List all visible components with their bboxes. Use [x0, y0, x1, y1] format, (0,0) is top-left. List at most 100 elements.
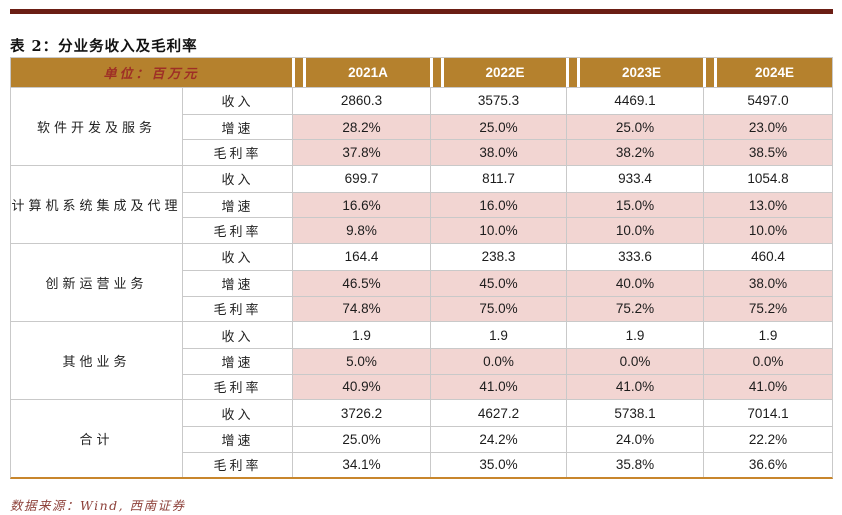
value-cell: 460.4 — [703, 244, 832, 270]
segment-revenue-table: 单位：百万元 2021A 2022E 2023E 2024E 软件开发及服务 收入 286… — [10, 57, 833, 480]
value-cell: 1.9 — [292, 322, 430, 348]
metric-row: 收入 2860.3 3575.3 4469.1 5497.0 — [183, 88, 832, 114]
metric-label-cell: 毛利率 — [183, 452, 292, 478]
value-cell: 35.8% — [566, 452, 703, 478]
value-cell: 75.0% — [430, 296, 566, 322]
value-cell: 25.0% — [292, 426, 430, 452]
value-cell: 10.0% — [430, 218, 566, 244]
value-cell: 1.9 — [703, 322, 832, 348]
value-cell: 28.2% — [292, 114, 430, 140]
business-name-cell: 计算机系统集成及代理 — [11, 166, 183, 244]
metric-row: 毛利率 9.8% 10.0% 10.0% 10.0% — [183, 217, 832, 244]
top-divider-rule — [10, 9, 833, 14]
value-cell: 16.0% — [430, 192, 566, 218]
table-body: 软件开发及服务 收入 2860.3 3575.3 4469.1 5497.0 增速 28.2%… — [11, 88, 832, 478]
business-group-row: 计算机系统集成及代理 收入 699.7 811.7 933.4 1054.8 增速 16.6%… — [11, 165, 832, 244]
header-cell-separator — [703, 58, 717, 87]
metric-row: 增速 5.0% 0.0% 0.0% 0.0% — [183, 347, 832, 374]
value-cell: 15.0% — [566, 192, 703, 218]
metric-label-cell: 增速 — [183, 348, 292, 374]
value-cell: 40.9% — [292, 374, 430, 400]
metric-label-cell: 收入 — [183, 166, 292, 192]
metric-row: 收入 3726.2 4627.2 5738.1 7014.1 — [183, 400, 832, 426]
year-header-2024E: 2024E — [754, 65, 795, 80]
value-cell: 22.2% — [703, 426, 832, 452]
value-cell: 3726.2 — [292, 400, 430, 426]
business-group-row: 软件开发及服务 收入 2860.3 3575.3 4469.1 5497.0 增速 28.2%… — [11, 88, 832, 166]
group-metric-rows: 收入 2860.3 3575.3 4469.1 5497.0 增速 28.2% 25.0% 25… — [183, 88, 832, 166]
metric-row: 增速 16.6% 16.0% 15.0% 13.0% — [183, 191, 832, 218]
business-group-row: 其他业务 收入 1.9 1.9 1.9 1.9 增速 5.0% 0.0% 0.0% 0.0% 毛利率 4… — [11, 321, 832, 400]
value-cell: 34.1% — [292, 452, 430, 478]
value-cell: 4469.1 — [566, 88, 703, 114]
value-cell: 164.4 — [292, 244, 430, 270]
value-cell: 35.0% — [430, 452, 566, 478]
year-header-2021A: 2021A — [348, 65, 388, 80]
value-cell: 333.6 — [566, 244, 703, 270]
value-cell: 41.0% — [566, 374, 703, 400]
group-metric-rows: 收入 699.7 811.7 933.4 1054.8 增速 16.6% 16.0% 15.0%… — [183, 166, 832, 244]
metric-label-cell: 收入 — [183, 244, 292, 270]
group-metric-rows: 收入 1.9 1.9 1.9 1.9 增速 5.0% 0.0% 0.0% 0.0% 毛利率 40.9%… — [183, 322, 832, 400]
metric-label-cell: 收入 — [183, 400, 292, 426]
value-cell: 5738.1 — [566, 400, 703, 426]
metric-row: 收入 1.9 1.9 1.9 1.9 — [183, 322, 832, 348]
unit-label: 单位：百万元 — [103, 67, 200, 82]
metric-row: 收入 164.4 238.3 333.6 460.4 — [183, 244, 832, 270]
value-cell: 38.0% — [430, 140, 566, 166]
business-name-cell: 软件开发及服务 — [11, 88, 183, 166]
metric-label-cell: 毛利率 — [183, 140, 292, 166]
metric-label-cell: 增速 — [183, 426, 292, 452]
value-cell: 41.0% — [703, 374, 832, 400]
value-cell: 38.5% — [703, 140, 832, 166]
table-header-row: 单位：百万元 2021A 2022E 2023E 2024E — [11, 58, 832, 88]
value-cell: 811.7 — [430, 166, 566, 192]
value-cell: 0.0% — [703, 348, 832, 374]
metric-row: 收入 699.7 811.7 933.4 1054.8 — [183, 166, 832, 192]
metric-label-cell: 毛利率 — [183, 296, 292, 322]
value-cell: 2860.3 — [292, 88, 430, 114]
value-cell: 699.7 — [292, 166, 430, 192]
value-cell: 10.0% — [566, 218, 703, 244]
value-cell: 238.3 — [430, 244, 566, 270]
value-cell: 24.2% — [430, 426, 566, 452]
value-cell: 16.6% — [292, 192, 430, 218]
value-cell: 23.0% — [703, 114, 832, 140]
table-title: 表 2：分业务收入及毛利率 — [10, 38, 198, 55]
value-cell: 13.0% — [703, 192, 832, 218]
metric-label-cell: 毛利率 — [183, 218, 292, 244]
value-cell: 24.0% — [566, 426, 703, 452]
value-cell: 5.0% — [292, 348, 430, 374]
business-group-row: 合计 收入 3726.2 4627.2 5738.1 7014.1 增速 25.0% 24.2%… — [11, 399, 832, 478]
group-metric-rows: 收入 164.4 238.3 333.6 460.4 增速 46.5% 45.0% 40.0% 3… — [183, 244, 832, 322]
value-cell: 4627.2 — [430, 400, 566, 426]
metric-row: 毛利率 40.9% 41.0% 41.0% 41.0% — [183, 373, 832, 400]
unit-header-cell: 单位：百万元 — [11, 58, 292, 87]
value-cell: 1054.8 — [703, 166, 832, 192]
metric-row: 毛利率 34.1% 35.0% 35.8% 36.6% — [183, 451, 832, 478]
metric-label-cell: 增速 — [183, 114, 292, 140]
metric-row: 毛利率 37.8% 38.0% 38.2% 38.5% — [183, 139, 832, 166]
header-cell-separator — [566, 58, 580, 87]
value-cell: 25.0% — [566, 114, 703, 140]
value-cell: 40.0% — [566, 270, 703, 296]
value-cell: 1.9 — [430, 322, 566, 348]
metric-label-cell: 毛利率 — [183, 374, 292, 400]
metric-row: 增速 46.5% 45.0% 40.0% 38.0% — [183, 269, 832, 296]
business-group-row: 创新运营业务 收入 164.4 238.3 333.6 460.4 增速 46.5% 45.0%… — [11, 243, 832, 322]
metric-label-cell: 收入 — [183, 88, 292, 114]
year-header-2022E: 2022E — [485, 65, 525, 80]
value-cell: 0.0% — [566, 348, 703, 374]
value-cell: 7014.1 — [703, 400, 832, 426]
metric-label-cell: 增速 — [183, 192, 292, 218]
value-cell: 1.9 — [566, 322, 703, 348]
value-cell: 38.2% — [566, 140, 703, 166]
business-name-cell: 创新运营业务 — [11, 244, 183, 322]
value-cell: 10.0% — [703, 218, 832, 244]
metric-label-cell: 收入 — [183, 322, 292, 348]
business-name-cell: 合计 — [11, 400, 183, 478]
value-cell: 25.0% — [430, 114, 566, 140]
value-cell: 75.2% — [703, 296, 832, 322]
value-cell: 46.5% — [292, 270, 430, 296]
